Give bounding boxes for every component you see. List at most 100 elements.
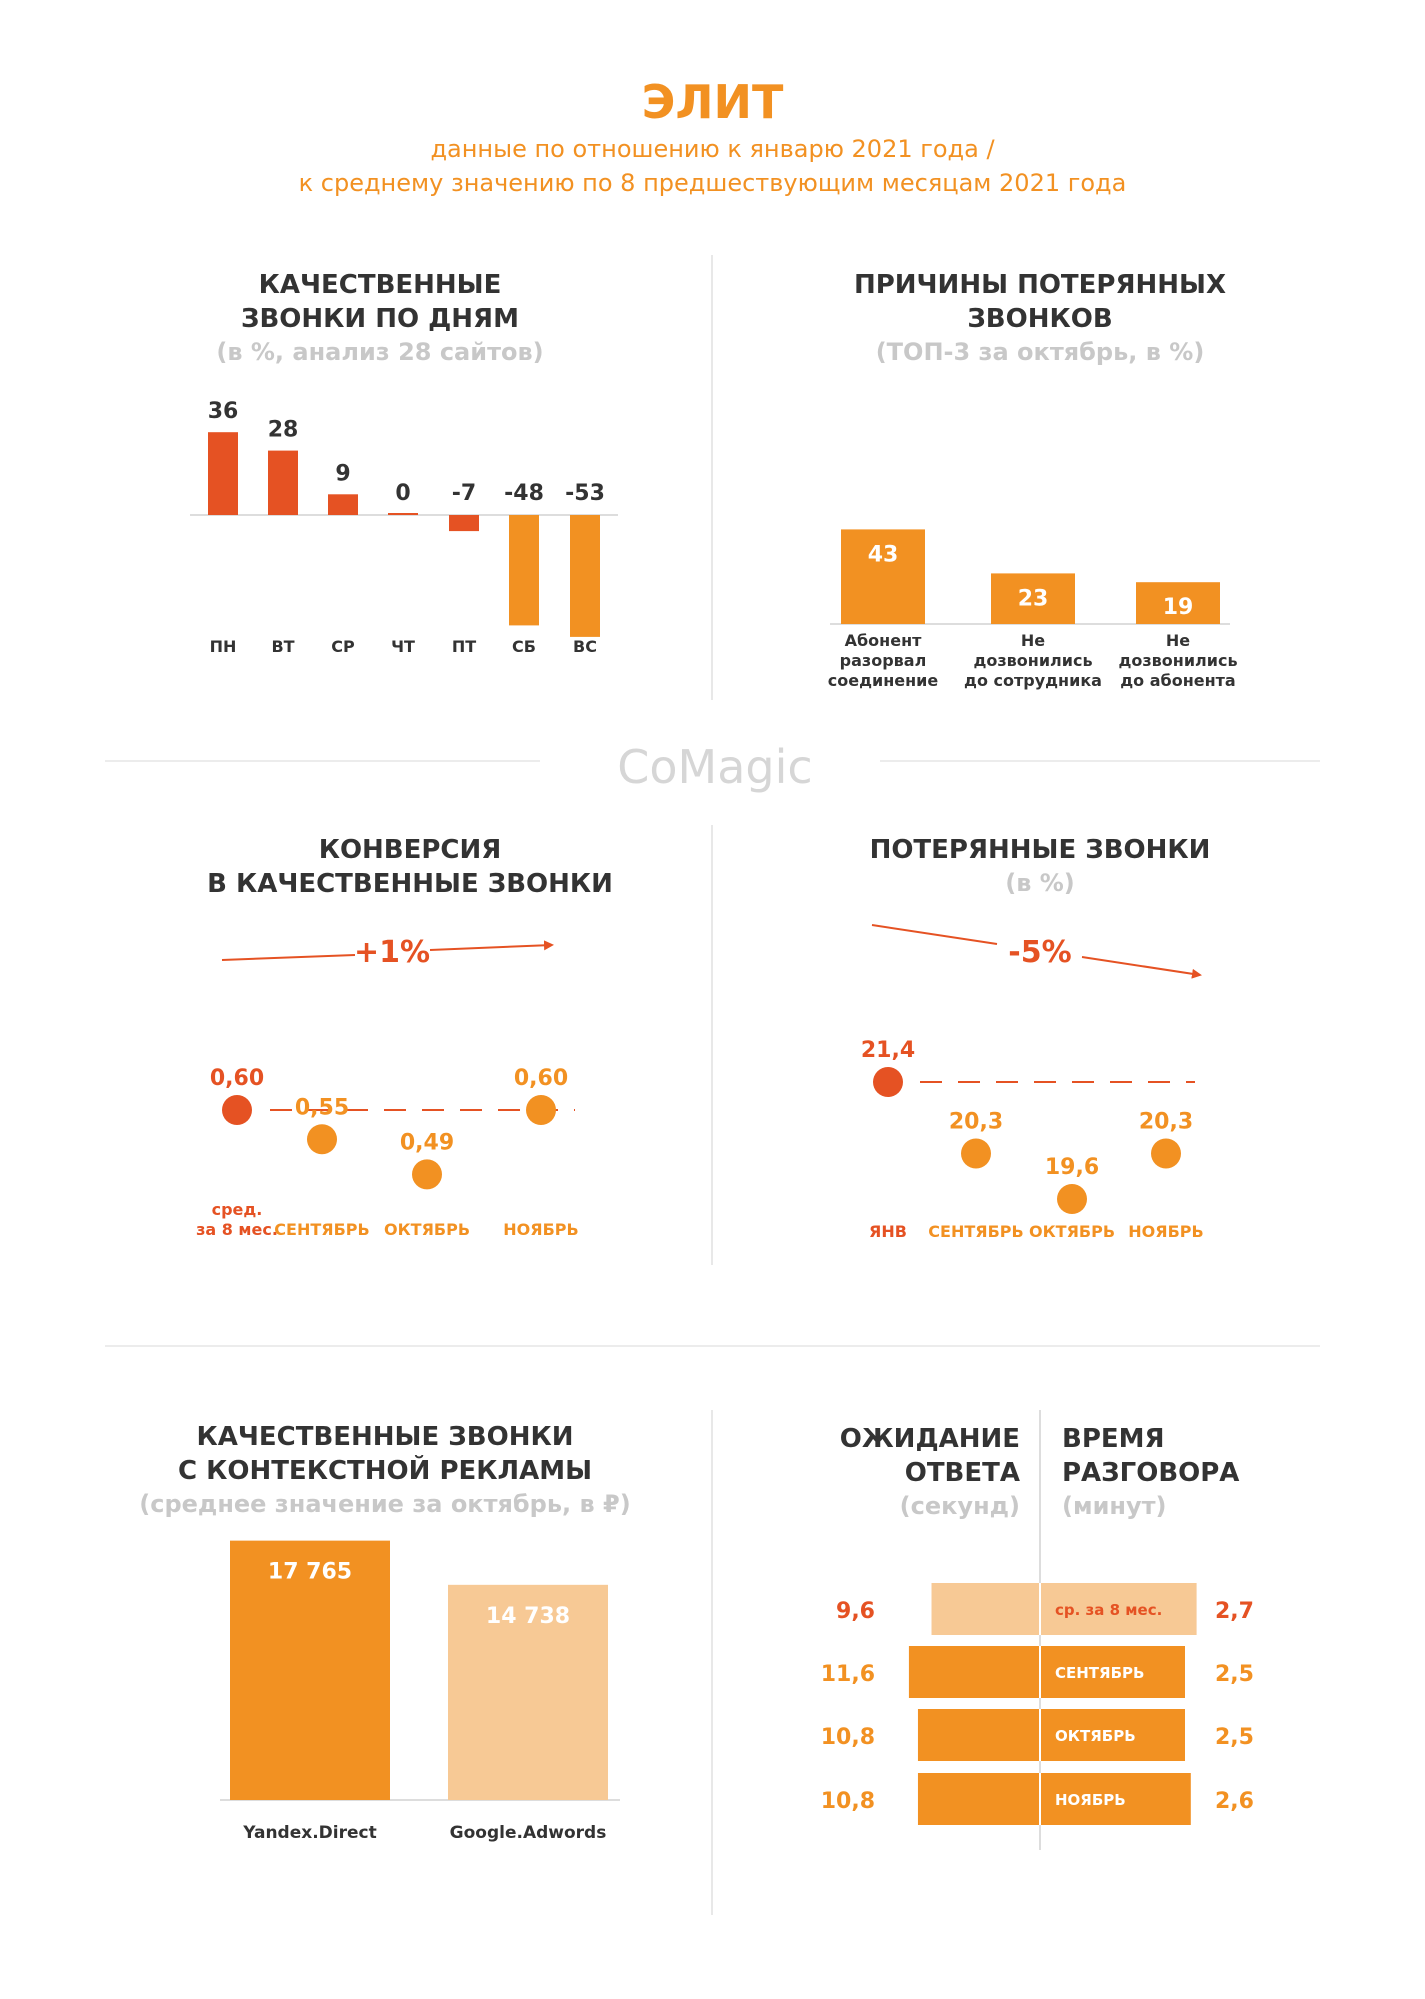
days-bar-1 <box>268 450 298 515</box>
days-bar-3 <box>388 513 418 515</box>
reasons-category-label-0-2: соединение <box>828 671 939 690</box>
wait-category-label-3: НОЯБРЬ <box>1055 1791 1126 1809</box>
wait-title-line1: ОЖИДАНИЕ <box>839 1424 1020 1454</box>
lost-calls-dot-2 <box>1057 1184 1087 1214</box>
page-title: ЭЛИТ <box>641 75 784 129</box>
conversion-title-line1: КОНВЕРСИЯ <box>318 835 502 865</box>
days-category-label-4: ПТ <box>452 637 476 656</box>
conversion-value-label-1: 0,55 <box>295 1095 349 1120</box>
conversion-dot-3 <box>526 1095 556 1125</box>
wait-bar-0 <box>931 1583 1040 1635</box>
days-value-label-3: 0 <box>395 481 410 506</box>
ads-value-label-0: 17 765 <box>268 1560 352 1585</box>
chart-wait-talk: ср. за 8 мес. 9,6 2,7 СЕНТЯБРЬ 11,6 2,5 ОКТЯБР… <box>821 1410 1254 1850</box>
divider-horizontal-left <box>105 760 540 762</box>
divider-horizontal-bottom <box>105 1345 1320 1347</box>
reasons-bar-2 <box>1136 582 1220 624</box>
divider-horizontal-right <box>880 760 1320 762</box>
conversion-category-label-0-0: сред. <box>212 1200 263 1219</box>
context-ads-title-line2: С КОНТЕКСТНОЙ РЕКЛАМЫ <box>177 1456 593 1486</box>
lost-calls-category-label-1-0: СЕНТЯБРЬ <box>928 1222 1023 1241</box>
days-value-label-4: -7 <box>452 481 476 506</box>
reasons-value-label-0: 43 <box>868 542 899 567</box>
talk-title-line2: РАЗГОВОРА <box>1062 1458 1240 1488</box>
conversion-trend-label: +1% <box>354 935 430 970</box>
days-bar-2 <box>328 494 358 515</box>
wait-value-label-0: 9,6 <box>836 1599 875 1624</box>
wait-bar-3 <box>917 1773 1040 1825</box>
ads-value-label-1: 14 738 <box>486 1604 570 1629</box>
lost-calls-value-label-1: 20,3 <box>949 1110 1003 1135</box>
conversion-dot-0 <box>222 1095 252 1125</box>
wait-value-label-1: 11,6 <box>821 1662 875 1687</box>
ads-category-label-0: Yandex.Direct <box>242 1823 377 1843</box>
days-value-label-6: -53 <box>565 481 605 506</box>
lost-calls-category-label-2-0: ОКТЯБРЬ <box>1029 1222 1115 1241</box>
conversion-trend-line-left <box>221 954 356 961</box>
conversion-dot-2 <box>412 1159 442 1190</box>
lost-reasons-title-line1: ПРИЧИНЫ ПОТЕРЯННЫХ <box>853 270 1227 300</box>
talk-bar-3 <box>1040 1773 1191 1825</box>
talk-bar-2 <box>1040 1709 1185 1761</box>
reasons-category-label-2-1: дозвонились <box>1118 651 1237 670</box>
wait-note: (секунд) <box>899 1492 1020 1520</box>
context-ads-note: (среднее значение за октябрь, в ₽) <box>139 1490 631 1518</box>
lost-calls-title: ПОТЕРЯННЫЕ ЗВОНКИ <box>869 835 1211 865</box>
lost-calls-value-label-3: 20,3 <box>1139 1110 1193 1135</box>
context-ads-title-line1: КАЧЕСТВЕННЫЕ ЗВОНКИ <box>196 1422 574 1452</box>
lost-calls-trend-label: -5% <box>1008 935 1071 970</box>
lost-calls-value-label-2: 19,6 <box>1045 1155 1099 1180</box>
reasons-value-label-1: 23 <box>1018 586 1049 611</box>
reasons-category-label-2-2: до абонента <box>1120 671 1235 690</box>
wait-value-label-2: 10,8 <box>821 1725 875 1750</box>
talk-bar-1 <box>1040 1646 1185 1698</box>
conversion-value-label-2: 0,49 <box>400 1130 454 1155</box>
days-value-label-0: 36 <box>208 399 239 424</box>
wait-category-label-2: ОКТЯБРЬ <box>1055 1727 1136 1745</box>
lost-calls-category-label-3-0: НОЯБРЬ <box>1128 1222 1203 1241</box>
talk-value-label-1: 2,5 <box>1215 1662 1254 1687</box>
days-bar-4 <box>449 515 479 532</box>
days-bar-0 <box>208 432 238 515</box>
lost-calls-category-label-0-0: ЯНВ <box>869 1222 907 1241</box>
divider-vertical-middle <box>711 825 713 1265</box>
lost-calls-dot-0 <box>873 1067 903 1097</box>
days-category-label-0: ПН <box>210 637 237 656</box>
page-subtitle-line1: данные по отношению к январю 2021 года / <box>430 135 995 163</box>
reasons-value-label-2: 19 <box>1163 595 1194 620</box>
conversion-trend-arrow <box>429 940 554 951</box>
reasons-category-label-0-1: разорвал <box>840 651 927 670</box>
reasons-category-label-0-0: Абонент <box>845 631 923 650</box>
divider-vertical-top <box>711 255 713 700</box>
lost-calls-note: (в %) <box>1005 869 1075 897</box>
reasons-category-label-2-0: Не <box>1166 631 1190 650</box>
calls-by-day-note: (в %, анализ 28 сайтов) <box>216 338 544 366</box>
conversion-category-label-1-0: СЕНТЯБРЬ <box>274 1220 369 1239</box>
lost-calls-value-label-0: 21,4 <box>861 1038 915 1063</box>
conversion-category-label-0-1: за 8 мес. <box>196 1220 278 1239</box>
wait-category-label-0: ср. за 8 мес. <box>1055 1601 1162 1619</box>
reasons-bar-1 <box>991 573 1075 624</box>
chart-lost-calls: 21,4 ЯНВ 20,3 СЕНТЯБРЬ 19,6 ОКТЯБРЬ 20,3 НОЯБРЬ <box>861 1038 1204 1241</box>
talk-bar-0 <box>1040 1583 1197 1635</box>
chart-calls-by-day: 36 ПН 28 ВТ 9 СР 0 ЧТ -7 ПТ -48 СБ -53 ВС <box>190 399 618 656</box>
days-category-label-3: ЧТ <box>391 637 415 656</box>
reasons-category-label-1-1: дозвонились <box>973 651 1092 670</box>
lost-calls-dot-1 <box>961 1138 991 1169</box>
reasons-bar-0 <box>841 529 925 624</box>
days-bar-5 <box>509 515 539 626</box>
talk-note: (минут) <box>1062 1492 1167 1520</box>
reasons-category-label-1-0: Не <box>1021 631 1045 650</box>
chart-conversion: 0,60 сред.за 8 мес. 0,55 СЕНТЯБРЬ 0,49 ОКТЯБР… <box>196 1066 579 1239</box>
talk-title-line1: ВРЕМЯ <box>1062 1424 1165 1454</box>
days-value-label-2: 9 <box>335 461 350 486</box>
chart-context-ads: 17 765 Yandex.Direct 14 738 Google.Adwords <box>220 1540 620 1843</box>
calls-by-day-title-line1: КАЧЕСТВЕННЫЕ <box>258 270 502 300</box>
wait-value-label-3: 10,8 <box>821 1789 875 1814</box>
days-value-label-5: -48 <box>504 481 544 506</box>
days-category-label-2: СР <box>331 637 355 656</box>
lost-calls-trend-line-left <box>871 924 998 945</box>
ads-bar-0 <box>230 1540 390 1800</box>
days-bar-6 <box>570 515 600 637</box>
